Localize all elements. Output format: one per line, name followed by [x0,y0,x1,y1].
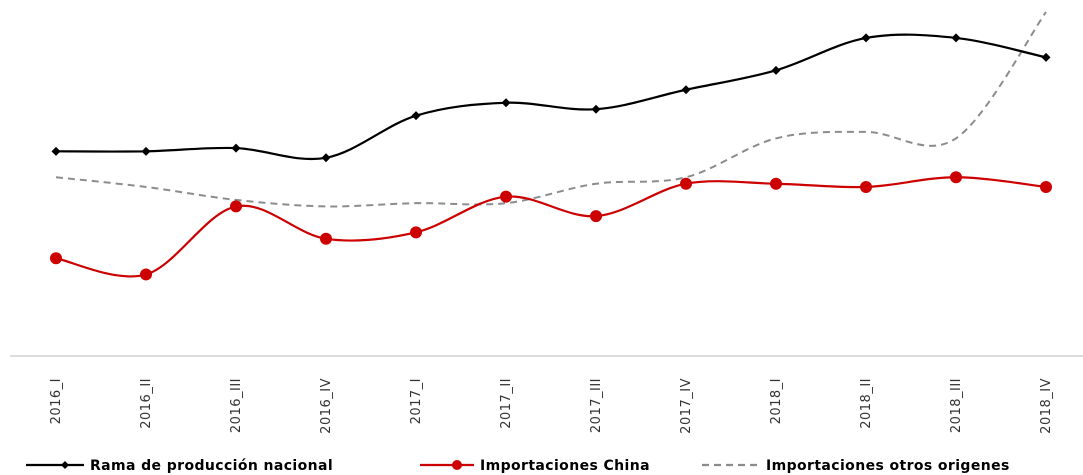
data-point-1-11 [1040,180,1052,193]
data-point-1-2 [230,200,242,213]
data-point-1-1 [140,268,152,281]
data-point-0-11 [1041,52,1051,62]
legend-label: Rama de producción nacional [90,458,333,474]
legend-label: Importaciones otros origenes [766,458,1010,474]
x-tick-label: 2017_I [409,378,424,424]
data-point-0-9 [861,33,871,43]
series-1 [50,171,1052,281]
data-point-0-2 [231,143,241,153]
x-tick-label: 2018_II [859,378,874,429]
data-point-1-6 [590,210,602,223]
data-point-0-3 [321,153,331,163]
x-tick-label: 2017_IV [679,378,694,434]
legend: Rama de producción nacional Importaciones… [26,458,1010,474]
x-tick-labels: 2016_I 2016_II 2016_III 2016_IV 2017_I 2017_I… [49,378,1054,434]
x-tick-label: 2017_III [589,378,604,433]
data-point-1-10 [950,171,962,184]
data-point-1-8 [770,177,782,190]
data-point-1-4 [410,226,422,239]
data-point-1-7 [680,177,692,190]
data-point-0-4 [411,111,421,121]
series-0 [51,33,1051,163]
data-point-1-0 [50,252,62,265]
legend-item-2: Importaciones otros origenes [702,458,1010,474]
data-point-0-10 [951,33,961,43]
data-point-0-7 [681,85,691,95]
data-point-0-1 [141,146,151,156]
series-layer [50,11,1052,281]
x-tick-label: 2018_IV [1039,378,1054,434]
legend-item-1: Importaciones China [420,458,650,474]
x-tick-label: 2018_I [769,378,784,424]
legend-item-0: Rama de producción nacional [26,458,333,474]
x-tick-label: 2016_II [139,378,154,429]
x-tick-label: 2016_III [229,378,244,433]
data-point-1-5 [500,190,512,203]
data-point-0-8 [771,65,781,75]
series-line-2 [55,11,1047,208]
series-line-0 [55,33,1047,161]
series-2 [55,11,1047,208]
legend-label: Importaciones China [480,458,650,474]
data-point-0-5 [501,98,511,108]
data-point-0-6 [591,104,601,114]
x-tick-label: 2016_IV [319,378,334,434]
x-tick-label: 2017_II [499,378,514,429]
x-tick-label: 2016_I [49,378,64,424]
legend-marker [452,460,462,470]
x-tick-label: 2018_III [949,378,964,433]
series-line-1 [55,176,1047,278]
data-point-0-0 [51,146,61,156]
data-point-1-3 [320,232,332,245]
legend-marker [61,461,69,469]
data-point-1-9 [860,180,872,193]
